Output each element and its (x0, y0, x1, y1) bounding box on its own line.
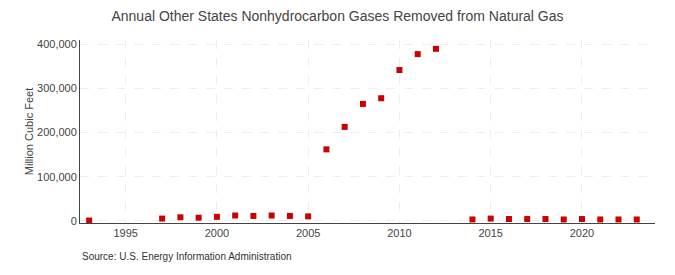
svg-text:0: 0 (71, 215, 77, 227)
svg-text:Million Cubic Feet: Million Cubic Feet (23, 88, 35, 175)
svg-text:100,000: 100,000 (37, 171, 77, 183)
svg-text:2000: 2000 (205, 227, 229, 239)
svg-text:2020: 2020 (570, 227, 594, 239)
svg-text:2010: 2010 (387, 227, 411, 239)
svg-text:Source: U.S. Energy Informatio: Source: U.S. Energy Information Administ… (82, 251, 292, 262)
svg-text:200,000: 200,000 (37, 126, 77, 138)
svg-text:300,000: 300,000 (37, 82, 77, 94)
svg-text:2005: 2005 (296, 227, 320, 239)
svg-text:Annual Other States Nonhydroca: Annual Other States Nonhydrocarbon Gases… (111, 8, 563, 24)
svg-text:2015: 2015 (478, 227, 502, 239)
svg-text:400,000: 400,000 (37, 38, 77, 50)
svg-text:1995: 1995 (113, 227, 137, 239)
